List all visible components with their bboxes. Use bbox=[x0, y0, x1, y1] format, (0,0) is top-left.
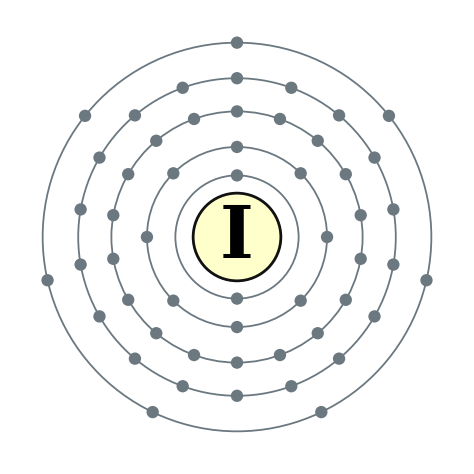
Circle shape bbox=[274, 349, 286, 361]
Circle shape bbox=[167, 167, 180, 180]
Circle shape bbox=[285, 82, 298, 94]
Circle shape bbox=[122, 168, 135, 180]
Circle shape bbox=[333, 353, 345, 365]
Circle shape bbox=[387, 203, 400, 216]
Circle shape bbox=[150, 135, 163, 147]
Circle shape bbox=[231, 356, 243, 369]
Circle shape bbox=[315, 406, 328, 418]
Circle shape bbox=[368, 310, 381, 323]
Circle shape bbox=[176, 82, 189, 94]
Circle shape bbox=[355, 209, 367, 221]
Circle shape bbox=[193, 193, 281, 281]
Circle shape bbox=[387, 258, 400, 271]
Circle shape bbox=[167, 294, 180, 307]
Circle shape bbox=[41, 274, 54, 286]
Circle shape bbox=[383, 109, 395, 122]
Circle shape bbox=[274, 113, 286, 125]
Circle shape bbox=[79, 109, 91, 122]
Circle shape bbox=[333, 109, 345, 121]
Circle shape bbox=[285, 380, 298, 392]
Circle shape bbox=[231, 321, 243, 333]
Circle shape bbox=[176, 380, 189, 392]
Circle shape bbox=[231, 141, 243, 153]
Circle shape bbox=[311, 135, 324, 147]
Circle shape bbox=[294, 167, 307, 180]
Circle shape bbox=[231, 292, 243, 305]
Circle shape bbox=[74, 258, 87, 271]
Circle shape bbox=[74, 203, 87, 216]
Circle shape bbox=[146, 406, 159, 418]
Circle shape bbox=[420, 274, 433, 286]
Circle shape bbox=[107, 209, 119, 221]
Circle shape bbox=[231, 105, 243, 118]
Circle shape bbox=[129, 109, 141, 121]
Circle shape bbox=[93, 310, 106, 322]
Circle shape bbox=[339, 168, 352, 181]
Circle shape bbox=[368, 152, 381, 164]
Circle shape bbox=[93, 152, 106, 164]
Circle shape bbox=[129, 353, 141, 365]
Circle shape bbox=[339, 294, 352, 306]
Circle shape bbox=[311, 327, 324, 339]
Circle shape bbox=[231, 36, 243, 49]
Circle shape bbox=[188, 349, 200, 361]
Circle shape bbox=[294, 294, 307, 307]
Circle shape bbox=[188, 113, 200, 125]
Circle shape bbox=[231, 72, 243, 84]
Circle shape bbox=[122, 293, 135, 306]
Circle shape bbox=[141, 231, 153, 243]
Circle shape bbox=[150, 327, 163, 339]
Circle shape bbox=[231, 390, 243, 402]
Circle shape bbox=[355, 253, 367, 265]
Circle shape bbox=[231, 169, 243, 182]
Circle shape bbox=[321, 231, 333, 243]
Text: I: I bbox=[220, 201, 254, 273]
Circle shape bbox=[107, 253, 119, 265]
